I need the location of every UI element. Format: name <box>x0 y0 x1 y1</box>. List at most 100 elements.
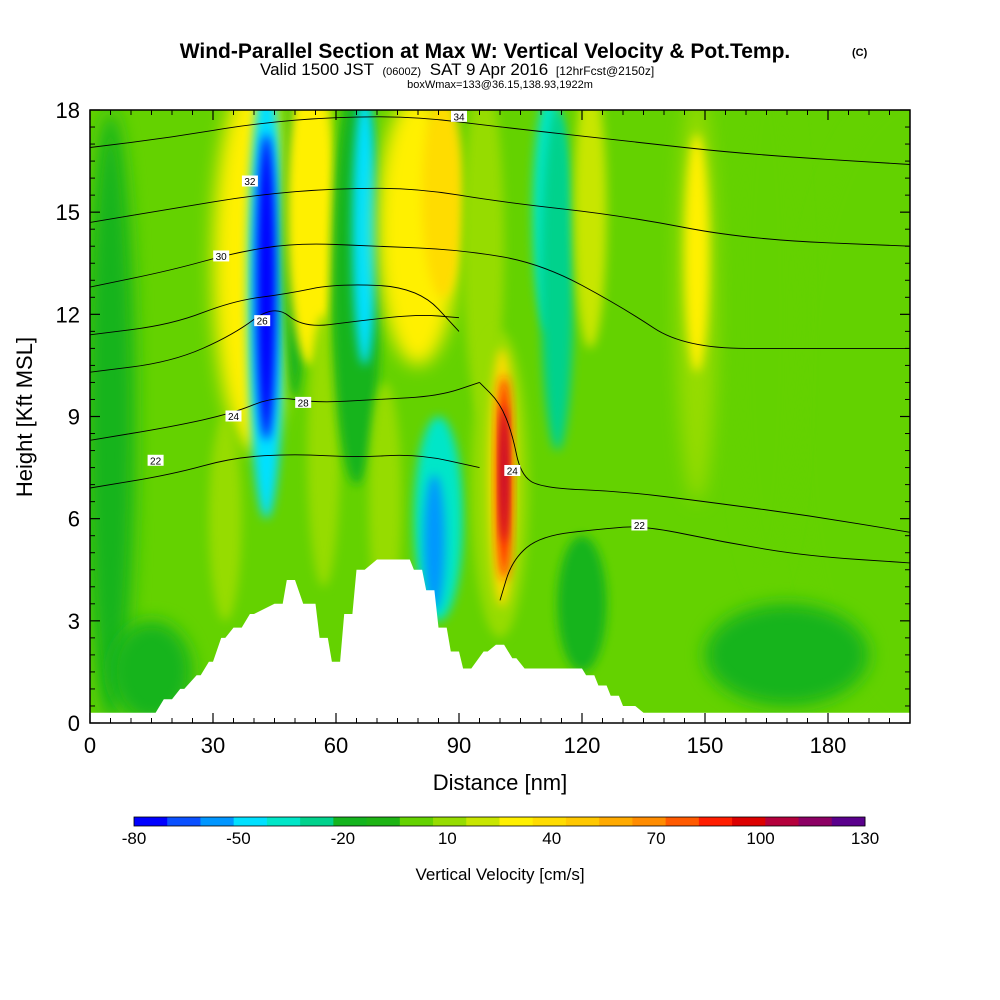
left-downdraft-core <box>256 133 277 441</box>
far-right-weak <box>733 110 800 587</box>
colorbar-tick-label: 40 <box>542 829 561 848</box>
forecast-note: [12hrFcst@2150z] <box>556 64 654 78</box>
colorbar-swatch <box>565 817 600 826</box>
theta-contour-24 <box>90 381 480 441</box>
x-tick-label: 90 <box>447 733 471 758</box>
valid-date: SAT 9 Apr 2016 <box>430 60 548 79</box>
main-updraft-peak <box>500 406 509 543</box>
colorbar-swatch <box>499 817 534 826</box>
colorbar-tick-label: 100 <box>746 829 774 848</box>
contour-label-text: 26 <box>257 317 269 328</box>
contour-label-34: 34 <box>451 110 467 123</box>
updraft-low-2 <box>307 314 341 587</box>
contour-label-text: 24 <box>228 412 240 423</box>
surface-weak-down <box>705 603 869 706</box>
contour-label-box <box>225 410 242 422</box>
far-right-updraft-core <box>684 133 710 373</box>
colorbar-swatch <box>632 817 667 826</box>
colorbar-swatch <box>366 817 401 826</box>
y-tick-label: 6 <box>68 507 80 532</box>
colorbar-tick-label: 10 <box>438 829 457 848</box>
chart-title: Wind-Parallel Section at Max W: Vertical… <box>180 40 791 63</box>
theta-contour-26 <box>90 310 460 373</box>
valid-prefix: Valid 1500 JST <box>260 60 374 79</box>
colorbar-swatch <box>200 817 235 826</box>
theta-contours <box>90 116 910 601</box>
axis-ticks: 0 30 60 90 120 150 180 0 3 6 9 12 15 18 <box>56 98 910 758</box>
colorbar-swatch <box>134 817 168 826</box>
colorbar-swatch <box>665 817 700 826</box>
y-tick-label: 18 <box>56 98 80 123</box>
valid-time-line: Valid 1500 JST (0600Z) SAT 9 Apr 2016 [1… <box>260 60 654 79</box>
colorbar-swatch <box>599 817 633 826</box>
right-updraft-band <box>573 110 607 349</box>
valid-zulu: (0600Z) <box>382 66 421 78</box>
theta-contour-32 <box>90 187 910 247</box>
colorbar-swatch <box>399 817 434 826</box>
contour-label-box <box>147 454 164 466</box>
box-info: boxWmax=133@36.15,138.93,1922m <box>407 79 593 91</box>
colorbar: -80 -50 -20 10 40 70 100 130 <box>122 816 879 848</box>
colorbar-swatch <box>433 817 467 826</box>
colorbar-swatch <box>300 817 334 826</box>
theta-contour-22 <box>499 526 910 601</box>
updraft-band-2 <box>286 110 336 366</box>
contour-label-26: 26 <box>254 315 271 328</box>
contour-label-22: 22 <box>631 519 648 532</box>
contour-label-32: 32 <box>241 175 258 188</box>
surface-left-weak-down <box>110 620 193 723</box>
contour-label-box <box>451 110 467 122</box>
mid-downdraft-core <box>352 110 377 366</box>
x-tick-label: 180 <box>810 733 847 758</box>
y-tick-label: 3 <box>68 609 80 634</box>
contour-label-box <box>241 175 258 187</box>
y-tick-label: 0 <box>68 711 80 736</box>
colorbar-swatch <box>698 817 733 826</box>
contour-label-28: 28 <box>295 396 312 409</box>
colorbar-swatch <box>732 817 766 826</box>
y-tick-label: 12 <box>56 302 80 327</box>
x-tick-label: 60 <box>324 733 348 758</box>
x-tick-label: 30 <box>201 733 225 758</box>
low-right-weak-down <box>557 535 607 672</box>
contour-label-30: 30 <box>213 250 230 263</box>
theta-contour-28 <box>90 284 460 336</box>
colorbar-tick-label: -80 <box>122 829 147 848</box>
contour-label-box <box>254 315 271 327</box>
x-tick-label: 120 <box>564 733 601 758</box>
colorbar-swatch <box>333 817 368 826</box>
contour-label-box <box>295 396 312 408</box>
x-axis-label: Distance [nm] <box>433 770 568 795</box>
colorbar-frame <box>133 816 866 827</box>
left-edge-weak-down <box>90 110 136 723</box>
velocity-field <box>90 110 910 723</box>
theta-contour-24 <box>479 382 910 533</box>
contour-label-box <box>631 519 648 531</box>
contour-label-box <box>504 464 521 476</box>
contour-label-text: 30 <box>216 252 228 263</box>
colorbar-swatch <box>266 817 301 826</box>
colorbar-swatch <box>233 817 268 826</box>
left-low-up <box>208 416 242 621</box>
contour-label-text: 28 <box>298 398 310 409</box>
x-tick-label: 0 <box>84 733 96 758</box>
title-copyright-mark: (C) <box>852 47 868 59</box>
colorbar-tick-label: 70 <box>647 829 666 848</box>
broad-background-region <box>795 110 910 723</box>
contour-label-text: 22 <box>634 521 646 532</box>
theta-contour-22 <box>90 454 480 489</box>
colorbar-swatch <box>167 817 201 826</box>
y-axis-label: Height [Kft MSL] <box>12 337 37 497</box>
contour-label-text: 22 <box>150 456 162 467</box>
contour-label-24: 24 <box>504 464 521 477</box>
theta-contour-30 <box>90 243 910 349</box>
upper-right-downdraft-tail <box>541 110 574 451</box>
colorbar-tick-label: -50 <box>226 829 251 848</box>
contour-labels: 22 24 26 28 30 32 34 24 22 <box>147 110 648 532</box>
x-tick-label: 150 <box>687 733 724 758</box>
contour-label-text: 32 <box>244 177 256 188</box>
colorbar-label: Vertical Velocity [cm/s] <box>415 865 584 884</box>
terrain-mask <box>90 559 910 723</box>
contour-label-22: 22 <box>147 454 164 467</box>
